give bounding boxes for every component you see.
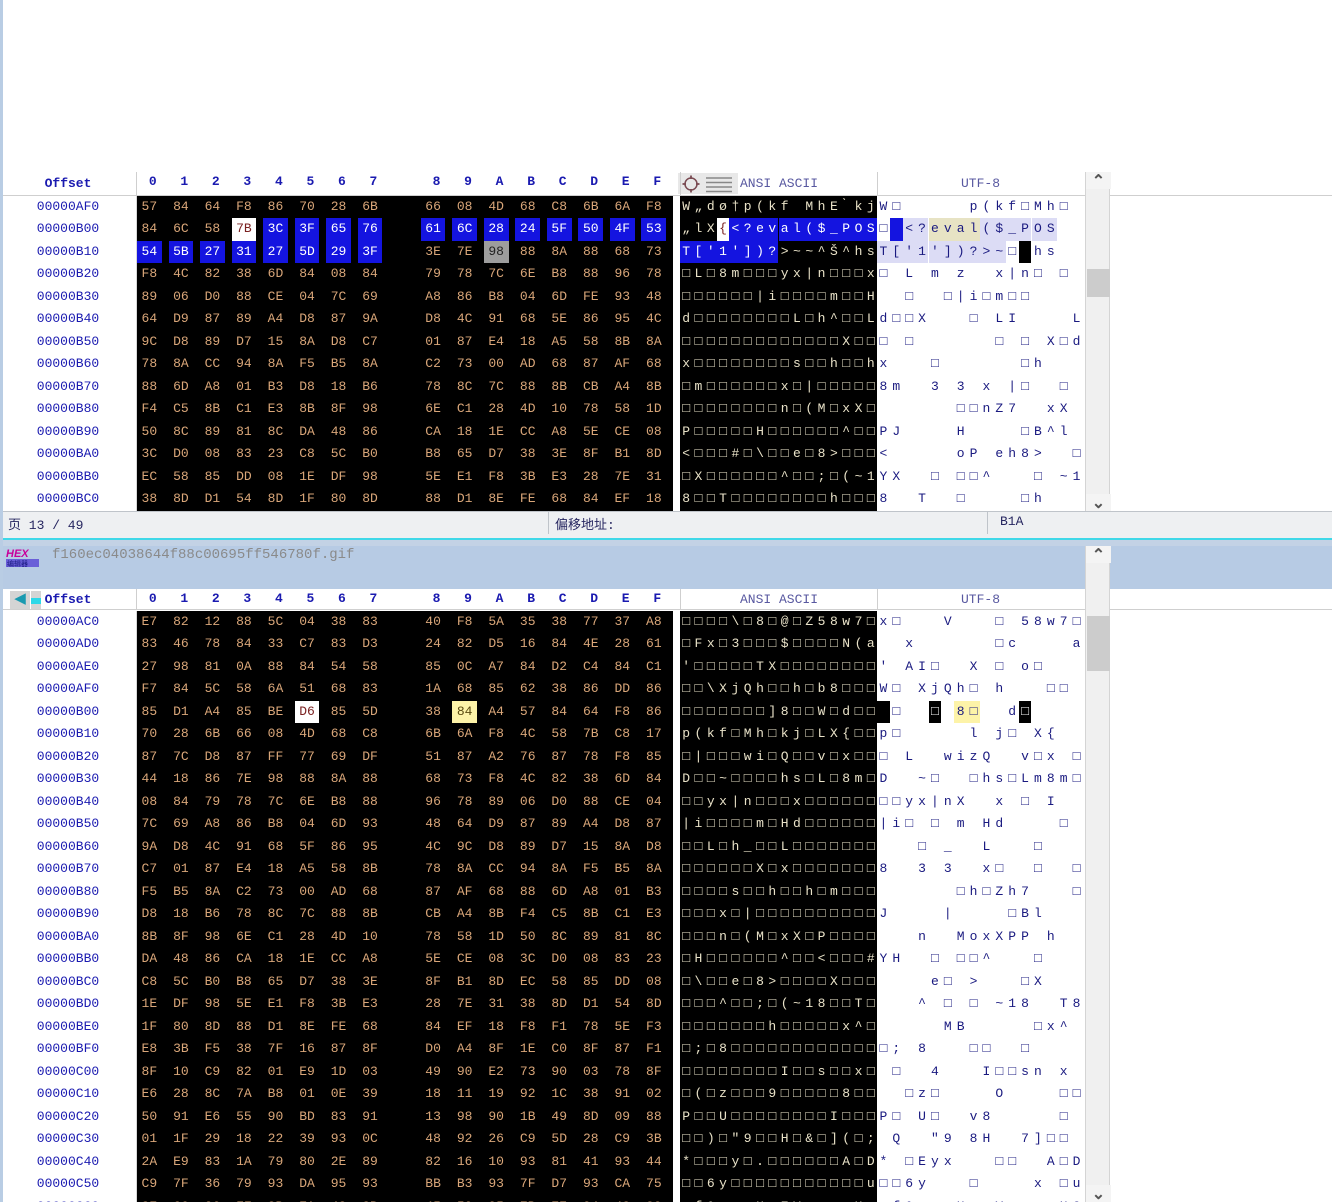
svg-text:HEX: HEX bbox=[6, 548, 29, 560]
svg-text:编辑器: 编辑器 bbox=[7, 559, 28, 568]
